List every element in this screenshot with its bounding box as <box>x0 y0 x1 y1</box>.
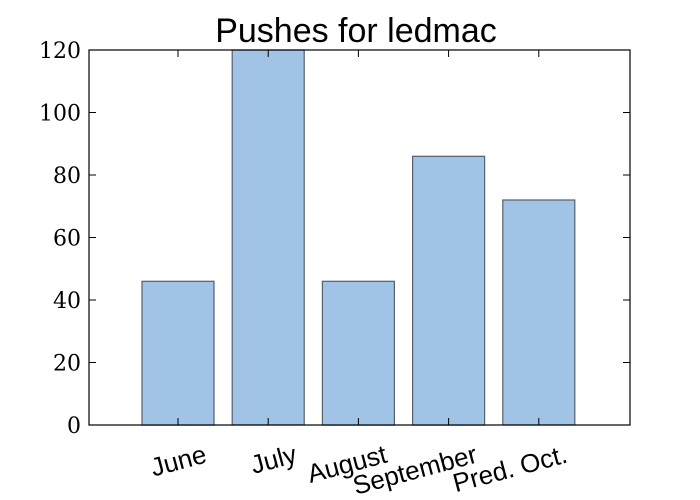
bar-june <box>141 280 215 426</box>
ytick-label-80: 80 <box>53 164 81 189</box>
bar-august <box>321 280 395 426</box>
ytick-label-0: 0 <box>67 414 81 439</box>
bar-pred-oct <box>502 199 576 426</box>
xtick-label-july: July <box>247 439 299 480</box>
ytick-label-20: 20 <box>53 352 81 377</box>
ytick-label-120: 120 <box>39 39 81 64</box>
bar-september <box>412 155 486 426</box>
chart-title: Pushes for ledmac <box>215 12 497 50</box>
ytick-label-60: 60 <box>53 227 81 252</box>
ytick-label-40: 40 <box>53 289 81 314</box>
bars-layer <box>141 49 576 426</box>
bar-july <box>231 49 305 426</box>
xtick-label-june: June <box>147 439 209 483</box>
ytick-label-100: 100 <box>39 102 81 127</box>
